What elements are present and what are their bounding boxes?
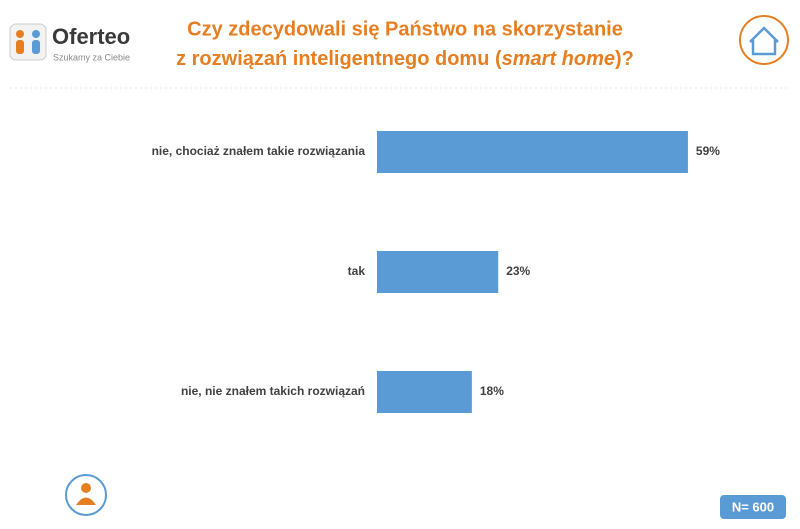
logo-tagline: Szukamy za Ciebie — [53, 52, 130, 62]
logo-icon — [9, 23, 47, 61]
person-icon — [65, 474, 107, 516]
bar — [377, 251, 499, 293]
value-label: 23% — [506, 264, 530, 278]
title-italic: smart home — [502, 48, 615, 70]
category-label: tak — [348, 264, 366, 278]
value-label: 59% — [696, 144, 720, 158]
title-part: z rozwiązań inteligentnego domu ( — [176, 48, 502, 70]
icon-house — [749, 26, 779, 56]
logo-dot — [32, 30, 40, 38]
value-label: 18% — [480, 384, 504, 398]
logo-text: Oferteo — [52, 24, 130, 49]
bar — [377, 131, 688, 173]
logo-figure — [32, 40, 40, 54]
logo-figure — [16, 40, 24, 54]
category-label: nie, nie znałem takich rozwiązań — [181, 384, 365, 398]
logo-dot — [16, 30, 24, 38]
icon-circle — [739, 15, 789, 65]
category-label: nie, chociaż znałem takie rozwiązania — [152, 144, 366, 158]
house-icon — [739, 15, 789, 65]
icon-circle — [65, 474, 107, 516]
icon-head — [81, 483, 91, 493]
chart-title-line: z rozwiązań inteligentnego domu (smart h… — [176, 48, 634, 70]
logo: Oferteo Szukamy za Ciebie — [9, 23, 130, 62]
sample-size: N= 600 — [732, 499, 774, 514]
icon-body — [76, 497, 96, 505]
sample-badge — [720, 495, 786, 519]
bar — [377, 371, 472, 413]
chart-title: Czy zdecydowali się Państwo na skorzysta… — [187, 18, 623, 40]
title-part: )? — [615, 48, 634, 70]
